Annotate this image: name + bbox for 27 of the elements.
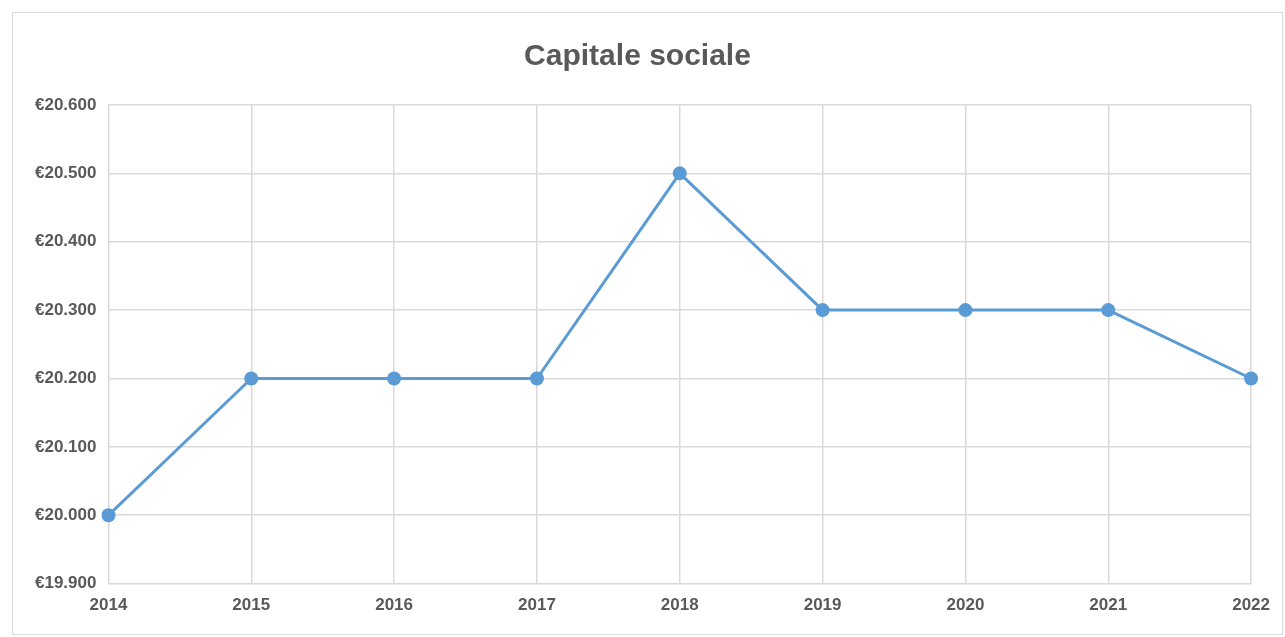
point bbox=[1101, 303, 1116, 318]
x-tick-label: 2020 bbox=[946, 595, 985, 615]
point bbox=[1244, 371, 1259, 386]
x-tick-label: 2016 bbox=[375, 595, 414, 615]
x-tick-label: 2022 bbox=[1232, 595, 1270, 615]
point bbox=[244, 371, 259, 386]
x-tick-label: 2018 bbox=[660, 595, 699, 615]
y-tick-label: €20.000 bbox=[35, 504, 97, 524]
x-tick-label: 2019 bbox=[803, 595, 842, 615]
point bbox=[672, 166, 687, 181]
y-tick-label: €20.100 bbox=[35, 436, 97, 456]
y-tick-label: €20.200 bbox=[35, 368, 97, 388]
chart-title: Capitale sociale bbox=[524, 38, 751, 72]
y-tick-label: €20.600 bbox=[35, 94, 97, 114]
y-tick-label: €20.500 bbox=[35, 163, 97, 183]
y-tick-label: €19.900 bbox=[35, 573, 97, 593]
point bbox=[529, 371, 544, 386]
point bbox=[958, 303, 973, 318]
point bbox=[101, 508, 116, 523]
y-tick-label: €20.300 bbox=[35, 299, 97, 319]
x-tick-label: 2014 bbox=[89, 595, 128, 615]
x-tick-label: 2015 bbox=[232, 595, 271, 615]
point bbox=[815, 303, 830, 318]
point bbox=[387, 371, 402, 386]
x-tick-label: 2021 bbox=[1089, 595, 1128, 615]
y-tick-label: €20.400 bbox=[35, 231, 97, 251]
x-tick-label: 2017 bbox=[518, 595, 556, 615]
